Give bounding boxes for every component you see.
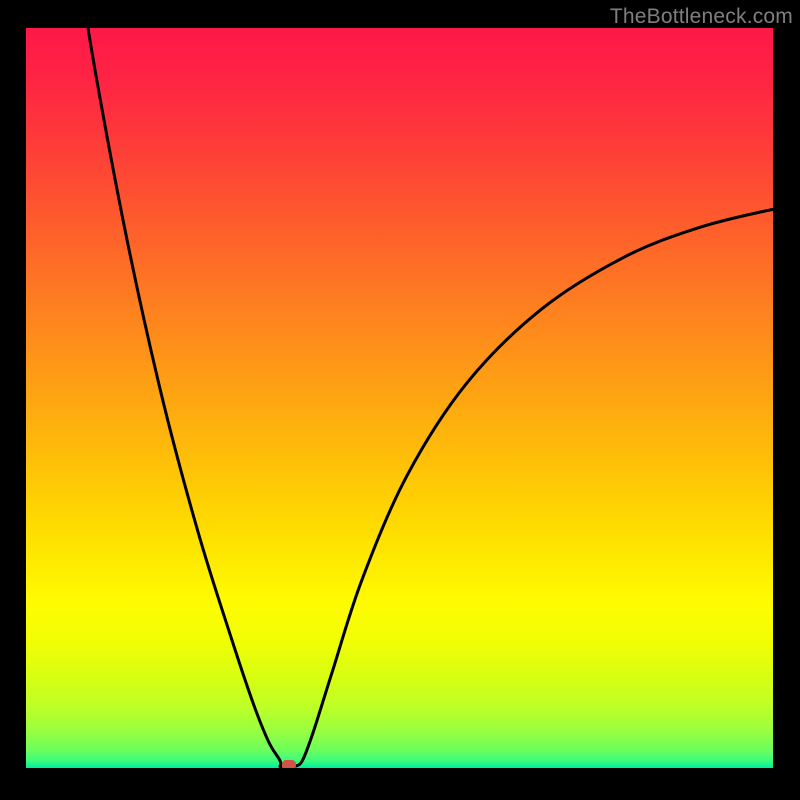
watermark-text: TheBottleneck.com [610,5,793,29]
plot-background-gradient [26,28,773,768]
chart-stage: TheBottleneck.com [0,0,800,800]
bottleneck-chart [0,0,800,800]
